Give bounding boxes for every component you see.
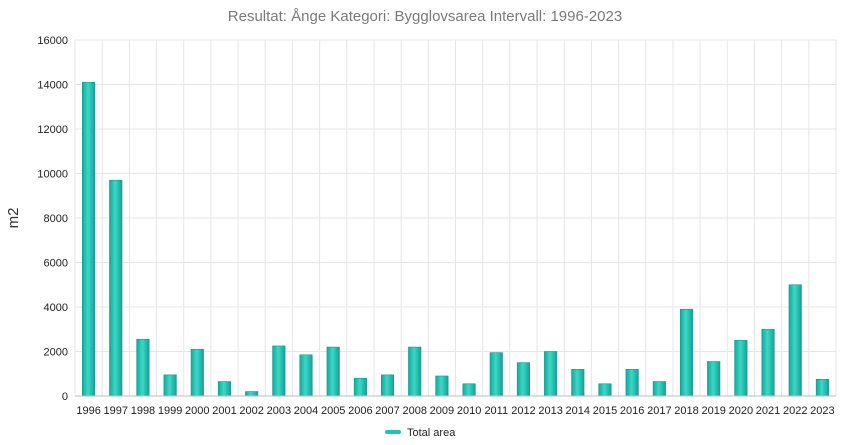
bar-2016[interactable] bbox=[625, 368, 639, 397]
x-tick-label: 2018 bbox=[674, 405, 698, 417]
bar-2003[interactable] bbox=[272, 345, 286, 397]
bar-2011[interactable] bbox=[489, 352, 503, 397]
bar-2020[interactable] bbox=[734, 340, 748, 397]
y-tick-label: 12000 bbox=[37, 124, 68, 136]
x-tick-label: 2019 bbox=[701, 405, 725, 417]
chart-title: Resultat: Ånge Kategori: Bygglovsarea In… bbox=[228, 8, 622, 25]
y-tick-label: 4000 bbox=[44, 302, 68, 314]
bar-2013[interactable] bbox=[544, 351, 558, 397]
bar-2018[interactable] bbox=[679, 308, 694, 397]
y-tick-label: 2000 bbox=[44, 347, 68, 359]
y-tick-label: 14000 bbox=[37, 80, 68, 92]
x-tick-label: 2022 bbox=[783, 405, 807, 417]
bars bbox=[82, 81, 829, 397]
bar-1996[interactable] bbox=[82, 81, 96, 397]
bar-2007[interactable] bbox=[381, 374, 395, 397]
legend-swatch-total-area bbox=[385, 430, 401, 434]
bar-2002[interactable] bbox=[245, 391, 259, 397]
x-tick-label: 2009 bbox=[430, 405, 454, 417]
x-tick-label: 1996 bbox=[76, 405, 100, 417]
bar-2000[interactable] bbox=[190, 348, 204, 397]
bar-2006[interactable] bbox=[353, 377, 367, 397]
x-axis-ticks: 1996 1997 1998 1999 2000 2001 2002 2003 2004 2005… bbox=[76, 405, 834, 417]
x-tick-label: 2013 bbox=[538, 405, 562, 417]
bar-2014[interactable] bbox=[571, 368, 585, 397]
grid-lines bbox=[74, 39, 837, 397]
x-tick-label: 2002 bbox=[239, 405, 263, 417]
x-tick-label: 2000 bbox=[185, 405, 209, 417]
x-tick-label: 2016 bbox=[620, 405, 644, 417]
y-tick-label: 10000 bbox=[37, 169, 68, 181]
legend-label-total-area: Total area bbox=[407, 427, 456, 439]
bar-2009[interactable] bbox=[435, 375, 449, 397]
x-tick-label: 2021 bbox=[756, 405, 780, 417]
y-tick-label: 16000 bbox=[37, 35, 68, 47]
x-tick-label: 2004 bbox=[294, 405, 318, 417]
legend[interactable]: Total area bbox=[385, 427, 456, 439]
x-tick-label: 2003 bbox=[267, 405, 291, 417]
bar-2010[interactable] bbox=[462, 383, 476, 397]
x-tick-label: 2008 bbox=[402, 405, 426, 417]
x-tick-label: 2015 bbox=[593, 405, 617, 417]
x-tick-label: 2005 bbox=[321, 405, 345, 417]
x-tick-label: 2006 bbox=[348, 405, 372, 417]
bar-2004[interactable] bbox=[299, 354, 313, 397]
bar-2015[interactable] bbox=[598, 383, 612, 397]
bar-2001[interactable] bbox=[217, 381, 232, 397]
y-tick-label: 0 bbox=[62, 391, 68, 403]
x-tick-label: 2010 bbox=[457, 405, 481, 417]
bar-1997[interactable] bbox=[109, 179, 123, 397]
y-tick-label: 6000 bbox=[44, 258, 68, 270]
bar-2019[interactable] bbox=[707, 361, 721, 397]
x-tick-label: 1998 bbox=[131, 405, 155, 417]
y-tick-label: 8000 bbox=[44, 213, 68, 225]
x-tick-label: 2017 bbox=[647, 405, 671, 417]
x-tick-label: 2014 bbox=[566, 405, 590, 417]
x-tick-label: 2007 bbox=[375, 405, 399, 417]
x-tick-label: 2012 bbox=[511, 405, 535, 417]
bar-2012[interactable] bbox=[516, 362, 530, 397]
y-axis-ticks: 0 2000 4000 6000 8000 10000 12000 14000 16000 bbox=[37, 35, 68, 403]
x-tick-label: 1999 bbox=[158, 405, 182, 417]
bar-1999[interactable] bbox=[163, 374, 177, 397]
y-axis-label: m2 bbox=[5, 208, 22, 229]
x-tick-label: 2011 bbox=[484, 405, 508, 417]
x-tick-label: 1997 bbox=[104, 405, 128, 417]
bar-2021[interactable] bbox=[761, 328, 775, 397]
x-tick-label: 2001 bbox=[212, 405, 236, 417]
bar-2017[interactable] bbox=[652, 381, 666, 397]
bar-2008[interactable] bbox=[408, 346, 422, 397]
bar-2005[interactable] bbox=[326, 346, 340, 397]
x-tick-label: 2020 bbox=[729, 405, 753, 417]
x-tick-label: 2023 bbox=[810, 405, 834, 417]
bar-2023[interactable] bbox=[815, 379, 829, 397]
bar-2022[interactable] bbox=[788, 284, 802, 397]
bar-1998[interactable] bbox=[136, 338, 150, 397]
